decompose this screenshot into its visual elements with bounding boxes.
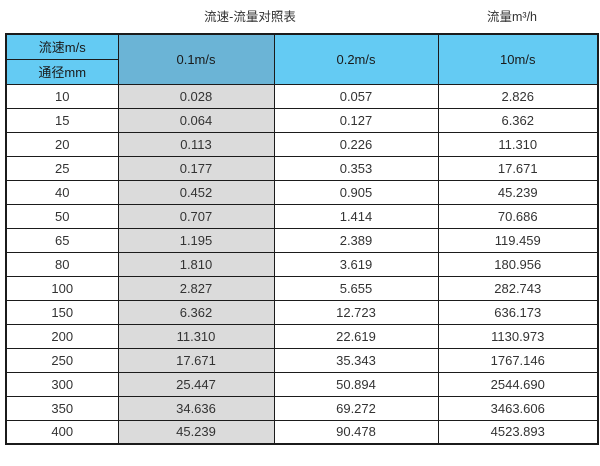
page-title: 流速-流量对照表 (204, 10, 296, 24)
table-row: 20 0.113 0.226 11.310 (5, 131, 599, 157)
flow-10-cell: 45.239 (437, 179, 599, 205)
flow-10-cell: 636.173 (437, 299, 599, 325)
header-velocity-label: 流速m/s (5, 33, 119, 60)
flow-10-cell: 2.826 (437, 83, 599, 109)
flow-0.2-cell: 12.723 (273, 299, 439, 325)
flow-0.2-cell: 1.414 (273, 203, 439, 229)
flow-0.2-cell: 0.353 (273, 155, 439, 181)
diameter-cell: 300 (5, 371, 119, 397)
diameter-cell: 250 (5, 347, 119, 373)
flow-10-cell: 3463.606 (437, 395, 599, 421)
flow-0.2-cell: 0.057 (273, 83, 439, 109)
diameter-cell: 400 (5, 419, 119, 445)
flow-0.2-cell: 5.655 (273, 275, 439, 301)
table-row: 350 34.636 69.272 3463.606 (5, 395, 599, 421)
header-col-10ms: 10m/s (437, 33, 599, 85)
flow-0.2-cell: 50.894 (273, 371, 439, 397)
flow-0.1-cell: 0.452 (117, 179, 275, 205)
flow-0.1-cell: 1.810 (117, 251, 275, 277)
flow-0.1-cell: 34.636 (117, 395, 275, 421)
flow-10-cell: 282.743 (437, 275, 599, 301)
flow-0.2-cell: 69.272 (273, 395, 439, 421)
flow-0.2-cell: 3.619 (273, 251, 439, 277)
flow-10-cell: 11.310 (437, 131, 599, 157)
table-row: 300 25.447 50.894 2544.690 (5, 371, 599, 397)
table-header: 流速m/s 0.1m/s 0.2m/s 10m/s 通径mm (5, 33, 599, 85)
flow-10-cell: 4523.893 (437, 419, 599, 445)
diameter-cell: 50 (5, 203, 119, 229)
diameter-cell: 200 (5, 323, 119, 349)
table-row: 65 1.195 2.389 119.459 (5, 227, 599, 253)
flow-0.1-cell: 0.113 (117, 131, 275, 157)
flow-0.1-cell: 0.028 (117, 83, 275, 109)
flow-0.1-cell: 0.707 (117, 203, 275, 229)
flow-rate-table: 流速m/s 0.1m/s 0.2m/s 10m/s 通径mm 10 0.028 … (5, 33, 599, 445)
diameter-cell: 100 (5, 275, 119, 301)
flow-0.2-cell: 90.478 (273, 419, 439, 445)
flow-0.2-cell: 2.389 (273, 227, 439, 253)
table-row: 150 6.362 12.723 636.173 (5, 299, 599, 325)
diameter-cell: 10 (5, 83, 119, 109)
flow-unit-label: 流量m³/h (486, 10, 538, 24)
flow-0.1-cell: 17.671 (117, 347, 275, 373)
flow-10-cell: 180.956 (437, 251, 599, 277)
flow-10-cell: 17.671 (437, 155, 599, 181)
table-row: 40 0.452 0.905 45.239 (5, 179, 599, 205)
header-col-0.2ms: 0.2m/s (273, 33, 439, 85)
table-row: 100 2.827 5.655 282.743 (5, 275, 599, 301)
table-row: 250 17.671 35.343 1767.146 (5, 347, 599, 373)
table-body: 10 0.028 0.057 2.826 15 0.064 0.127 6.36… (5, 83, 599, 445)
flow-10-cell: 1130.973 (437, 323, 599, 349)
header-col-0.1ms: 0.1m/s (117, 33, 275, 85)
diameter-cell: 40 (5, 179, 119, 205)
flow-0.1-cell: 2.827 (117, 275, 275, 301)
flow-0.1-cell: 25.447 (117, 371, 275, 397)
flow-10-cell: 1767.146 (437, 347, 599, 373)
flow-10-cell: 6.362 (437, 107, 599, 133)
flow-10-cell: 2544.690 (437, 371, 599, 397)
flow-10-cell: 70.686 (437, 203, 599, 229)
flow-0.1-cell: 1.195 (117, 227, 275, 253)
table-row: 10 0.028 0.057 2.826 (5, 83, 599, 109)
table-row: 400 45.239 90.478 4523.893 (5, 419, 599, 445)
flow-0.1-cell: 45.239 (117, 419, 275, 445)
table-row: 80 1.810 3.619 180.956 (5, 251, 599, 277)
diameter-cell: 80 (5, 251, 119, 277)
diameter-cell: 150 (5, 299, 119, 325)
flow-0.1-cell: 11.310 (117, 323, 275, 349)
flow-0.2-cell: 0.226 (273, 131, 439, 157)
diameter-cell: 20 (5, 131, 119, 157)
diameter-cell: 25 (5, 155, 119, 181)
diameter-cell: 65 (5, 227, 119, 253)
diameter-cell: 15 (5, 107, 119, 133)
flow-0.2-cell: 35.343 (273, 347, 439, 373)
header-diameter-label: 通径mm (5, 58, 119, 85)
table-row: 15 0.064 0.127 6.362 (5, 107, 599, 133)
flow-0.2-cell: 0.127 (273, 107, 439, 133)
diameter-cell: 350 (5, 395, 119, 421)
table-row: 200 11.310 22.619 1130.973 (5, 323, 599, 349)
flow-0.1-cell: 6.362 (117, 299, 275, 325)
flow-0.1-cell: 0.064 (117, 107, 275, 133)
table-row: 50 0.707 1.414 70.686 (5, 203, 599, 229)
table-row: 25 0.177 0.353 17.671 (5, 155, 599, 181)
flow-0.1-cell: 0.177 (117, 155, 275, 181)
flow-10-cell: 119.459 (437, 227, 599, 253)
flow-0.2-cell: 0.905 (273, 179, 439, 205)
flow-0.2-cell: 22.619 (273, 323, 439, 349)
